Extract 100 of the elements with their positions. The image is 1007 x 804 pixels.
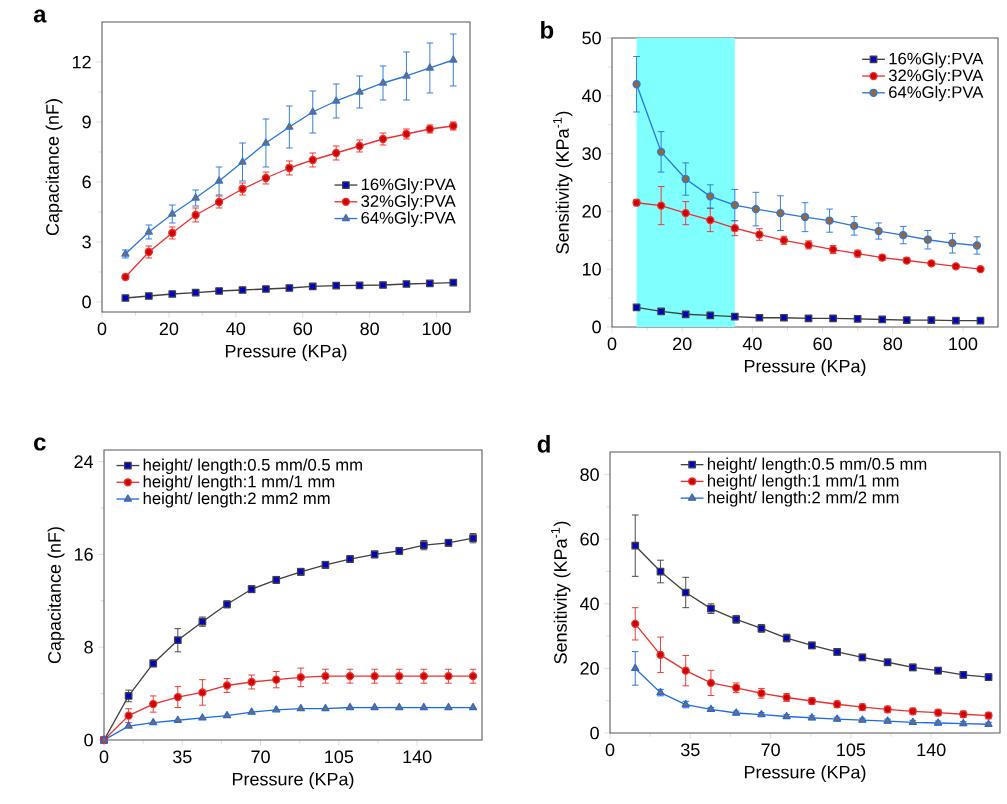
chart-title: a (33, 9, 47, 23)
point (730, 200, 739, 210)
point (308, 282, 317, 291)
point (804, 314, 813, 323)
point (272, 705, 281, 713)
point (444, 672, 453, 681)
point (908, 717, 917, 726)
point (308, 107, 317, 115)
y-tick-label: 60 (580, 532, 599, 546)
y-tick-label: 80 (580, 468, 599, 481)
x-tick-label: 60 (813, 337, 832, 351)
point (657, 307, 665, 316)
legend-label: 64%Gly:PVA (361, 211, 456, 228)
point (332, 96, 341, 104)
x-tick-label: 70 (251, 750, 270, 764)
point (755, 313, 764, 322)
legend-label: 16%Gly:PVA (889, 52, 984, 68)
point (262, 285, 270, 293)
point (776, 209, 785, 218)
point (332, 148, 341, 158)
x-tick-label: 105 (837, 743, 866, 757)
y-tick-label: 20 (582, 205, 601, 218)
point (321, 672, 330, 681)
point (247, 677, 256, 687)
point (425, 279, 434, 288)
point (198, 713, 207, 721)
y-tick-label: 12 (72, 55, 91, 69)
point (706, 311, 715, 320)
point (124, 692, 133, 700)
x-tick-label: 60 (293, 322, 313, 336)
point (952, 316, 960, 325)
point (402, 71, 411, 79)
point (198, 688, 207, 697)
point (681, 174, 690, 184)
x-tick-label: 0 (97, 322, 107, 336)
point (345, 672, 355, 681)
point (173, 636, 182, 645)
x-tick-label: 20 (159, 322, 179, 336)
point (419, 702, 428, 711)
point (124, 721, 133, 729)
point (355, 87, 364, 95)
x-axis-title: Pressure (KPa) (225, 344, 347, 362)
y-tick-label: 20 (580, 662, 599, 675)
point (444, 702, 453, 711)
legend-label: height/ length:1 mm/1 mm (143, 475, 335, 491)
point (449, 278, 458, 287)
legend-label: 32%Gly:PVA (888, 69, 984, 85)
point (285, 122, 294, 130)
x-axis-title: Pressure (KPa) (744, 359, 866, 377)
x-tick-label: 40 (742, 337, 762, 351)
point (874, 226, 883, 236)
y-tick-label: 3 (82, 235, 91, 249)
y-tick-label: 10 (582, 262, 601, 276)
point (959, 718, 968, 727)
point (379, 281, 387, 289)
point (168, 290, 177, 298)
point (902, 316, 911, 324)
y-tick-label: 8 (84, 640, 93, 654)
point (222, 710, 232, 719)
point (656, 650, 665, 659)
y-tick-label: 30 (582, 147, 601, 160)
point (923, 235, 932, 244)
y-tick-label: 0 (590, 726, 599, 740)
point (332, 281, 341, 290)
point (449, 55, 458, 63)
point (214, 197, 224, 207)
x-axis-title: Pressure (KPa) (744, 765, 866, 783)
point (780, 313, 788, 322)
point (656, 147, 666, 156)
legend-label: 16%Gly:PVA (361, 178, 456, 194)
point (681, 310, 690, 319)
chart-title: d (537, 435, 550, 453)
point (730, 312, 739, 321)
point (370, 702, 379, 711)
point (345, 702, 355, 711)
point (296, 673, 305, 682)
x-tick-label: 35 (172, 750, 192, 764)
point (296, 704, 305, 712)
point (395, 672, 404, 681)
point (849, 221, 859, 230)
point (976, 265, 985, 274)
point (419, 672, 428, 681)
point (632, 80, 641, 89)
point (829, 314, 837, 323)
x-tick-label: 140 (403, 750, 432, 764)
chart-title: b (541, 20, 554, 39)
y-axis-title: Sensitivity (KPa$^{-1}$) (553, 111, 573, 254)
point (191, 210, 200, 220)
point (730, 224, 739, 233)
chart-title: c (34, 437, 46, 451)
point (285, 163, 294, 173)
point (681, 588, 690, 597)
point (959, 670, 968, 679)
y-tick-label: 40 (582, 89, 601, 103)
legend-label: height/ length:2 mm2 mm (143, 491, 330, 508)
point (468, 702, 478, 711)
y-axis-title: Capacitance (nF) (47, 527, 65, 664)
y-tick-label: 40 (580, 597, 599, 611)
point (825, 216, 834, 225)
point (247, 707, 256, 715)
